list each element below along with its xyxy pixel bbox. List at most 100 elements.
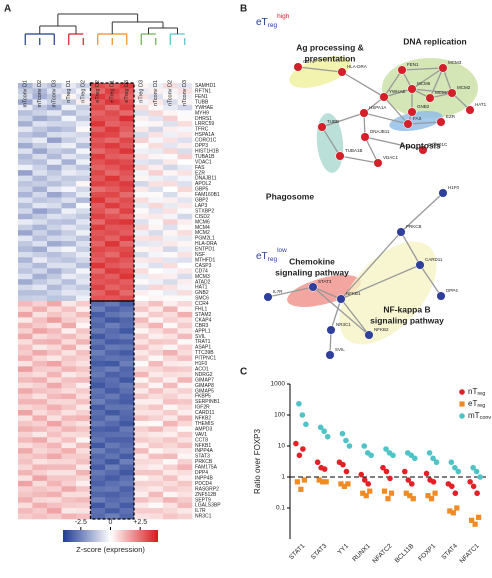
heatmap-cell (177, 317, 193, 324)
heatmap-cell (163, 268, 178, 275)
heatmap-cell (148, 235, 164, 242)
row-label: NSF (195, 252, 205, 258)
heatmap-cell (76, 448, 91, 454)
data-point (448, 459, 455, 466)
heatmap-cell (105, 377, 120, 384)
heatmap-cell (47, 175, 62, 182)
heatmap-cell (119, 311, 135, 318)
node-label: CD74 (303, 59, 315, 64)
heatmap-cell (76, 170, 91, 176)
heatmap-cell (32, 230, 48, 236)
heatmap-cell (32, 431, 48, 438)
network-edge (340, 298, 370, 336)
heatmap-cell (134, 410, 149, 416)
heatmap-cell (90, 420, 106, 427)
heatmap-cell (163, 311, 178, 318)
row-label: ASAP1 (195, 345, 211, 351)
row-label: PGM2L1 (195, 236, 215, 242)
heatmap-cell (47, 295, 62, 302)
network-edge (411, 67, 444, 90)
heatmap-cell (105, 464, 120, 471)
heatmap-cell (61, 388, 77, 394)
heatmap-cell (18, 88, 33, 95)
heatmap-cell (76, 475, 91, 482)
heatmap-cell (47, 197, 62, 204)
colorbar-label: Z-score (expression) (76, 545, 145, 554)
node-label: CORO1C (428, 142, 448, 147)
heatmap-cell (119, 142, 135, 149)
heatmap-cell (177, 475, 193, 482)
heatmap-cell (163, 219, 178, 225)
heatmap-cell (61, 366, 77, 373)
heatmap-cell (177, 241, 193, 247)
row-label: MCM6 (195, 219, 210, 225)
heatmap-cell (134, 295, 149, 302)
heatmap-cell (61, 115, 77, 122)
heatmap-cell (105, 153, 120, 160)
heatmap-cell (148, 393, 164, 400)
heatmap-cell (18, 317, 33, 324)
heatmap-cell (119, 164, 135, 171)
row-label: IGF2R (195, 405, 210, 411)
x-tick-label: STAT4 (440, 542, 459, 561)
heatmap-cell (119, 475, 135, 482)
heatmap-cell (177, 333, 193, 340)
data-point (365, 481, 372, 487)
data-point (408, 481, 415, 487)
heatmap-cell (119, 453, 135, 460)
heatmap-cell (47, 464, 62, 471)
heatmap-cell (105, 284, 120, 291)
heatmap-cell (18, 279, 33, 285)
node-label: MCM4 (435, 90, 449, 95)
heatmap-cell (177, 469, 193, 476)
heatmap-cell (18, 230, 33, 236)
heatmap-cell (163, 93, 178, 100)
column-label: nTconv D2 (168, 80, 174, 106)
heatmap-cell (148, 355, 164, 362)
heatmap-cell (18, 415, 33, 422)
heatmap-cell (47, 339, 62, 345)
heatmap-cell (32, 246, 48, 253)
heatmap-cell (18, 328, 33, 334)
row-label: MCM2 (195, 230, 210, 236)
heatmap-cell (18, 404, 33, 411)
heatmap-cell (148, 230, 164, 236)
heatmap-cell (177, 350, 193, 356)
heatmap-cell (177, 164, 193, 171)
heatmap-cell (148, 497, 164, 503)
heatmap-cell (148, 317, 164, 324)
node-label: HSPA1A (369, 105, 386, 110)
heatmap-cell (105, 393, 120, 400)
heatmap-cell (134, 486, 149, 493)
heatmap-cell (105, 513, 120, 520)
heatmap-cell (177, 290, 193, 296)
data-point (476, 514, 482, 520)
heatmap-cell (32, 355, 48, 362)
heatmap-cell (18, 251, 33, 258)
data-point (361, 443, 368, 449)
heatmap-cell (47, 99, 62, 106)
heatmap-cell (32, 404, 48, 411)
row-label: ENTPD1 (195, 247, 215, 253)
heatmap-cell (119, 469, 135, 476)
heatmap-cell (177, 159, 193, 166)
heatmap-cell (32, 202, 48, 209)
heatmap-cell (134, 306, 149, 313)
heatmap-cell (32, 241, 48, 247)
heatmap-cell (90, 268, 106, 275)
heatmap-cell (163, 121, 178, 127)
panel-label: A (4, 4, 11, 15)
heatmap-cell (105, 306, 120, 313)
heatmap-cell (76, 181, 91, 187)
network-title-sup: low (277, 247, 287, 254)
heatmap-cell (163, 502, 178, 509)
heatmap-cell (61, 328, 77, 334)
network-edge (312, 286, 342, 300)
data-point (343, 468, 350, 475)
legend-label: eTreg (468, 399, 485, 409)
heatmap-cell (134, 393, 149, 400)
heatmap-cell (105, 459, 120, 465)
heatmap-cell (61, 404, 77, 411)
heatmap-cell (177, 142, 193, 149)
heatmap-cell (119, 306, 135, 313)
